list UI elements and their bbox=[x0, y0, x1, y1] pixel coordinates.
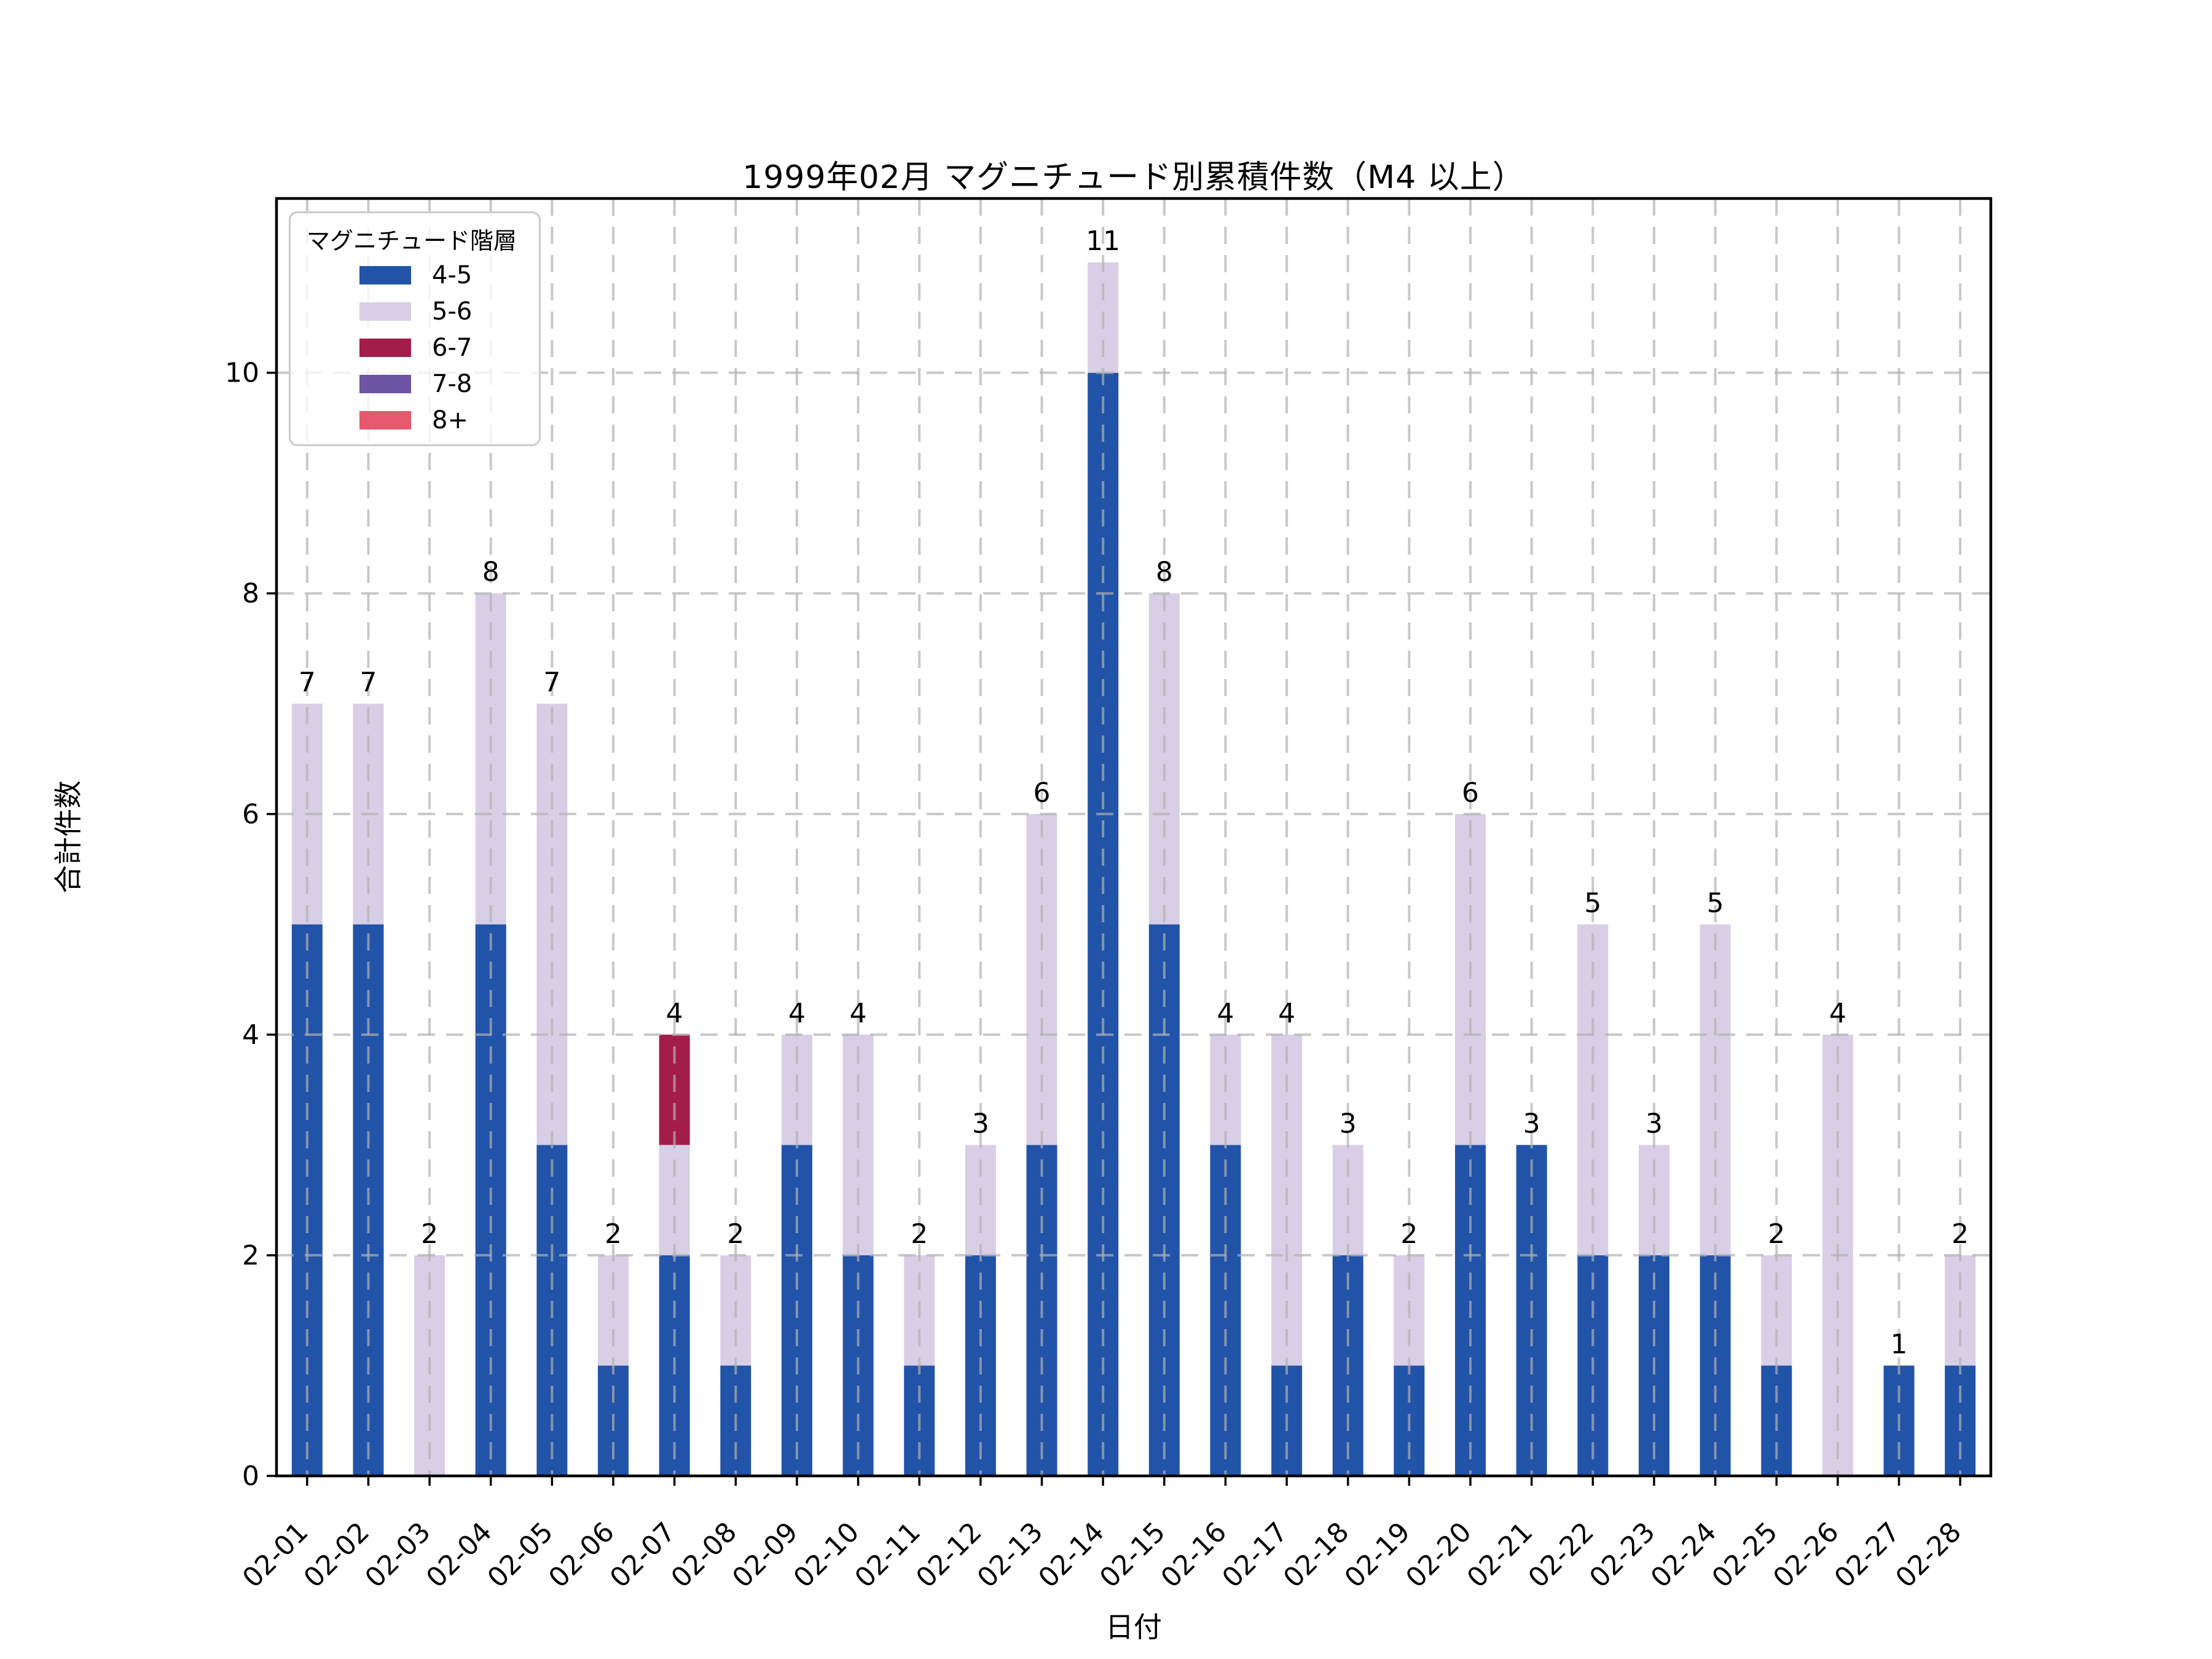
value-label: 4 bbox=[1217, 998, 1234, 1029]
value-label: 6 bbox=[1033, 777, 1051, 809]
x-tick-label: 02-24 bbox=[1645, 1516, 1722, 1594]
x-tick-label: 02-11 bbox=[849, 1516, 927, 1594]
legend-item-label: 5-6 bbox=[432, 297, 473, 326]
legend-item-label: 8+ bbox=[432, 406, 468, 434]
x-tick-label: 02-12 bbox=[910, 1516, 987, 1594]
value-label: 2 bbox=[911, 1218, 928, 1250]
value-label: 2 bbox=[1768, 1218, 1785, 1250]
x-tick-label: 02-04 bbox=[420, 1516, 498, 1594]
value-label: 7 bbox=[299, 667, 316, 698]
chart-title: 1999年02月 マグニチュード別累積件数（M4 以上） bbox=[742, 159, 1525, 196]
x-tick-label: 02-23 bbox=[1583, 1516, 1661, 1594]
y-axis-label: 合計件数 bbox=[52, 780, 85, 893]
legend: マグニチュード階層 4-5 5-6 6-7 7-8 8+ bbox=[289, 211, 541, 446]
legend-item-label: 7-8 bbox=[432, 369, 473, 398]
value-label: 2 bbox=[421, 1218, 438, 1250]
x-tick-label: 02-15 bbox=[1094, 1516, 1171, 1594]
x-tick-label: 02-02 bbox=[298, 1516, 375, 1594]
y-tick-label: 10 bbox=[225, 358, 259, 389]
value-label: 2 bbox=[605, 1218, 622, 1250]
x-tick-label: 02-20 bbox=[1400, 1516, 1477, 1594]
value-label: 5 bbox=[1584, 887, 1601, 919]
x-tick-label: 02-17 bbox=[1216, 1516, 1293, 1594]
legend-swatch bbox=[359, 410, 411, 429]
value-label: 8 bbox=[482, 557, 500, 588]
x-axis-label: 日付 bbox=[1105, 1610, 1162, 1644]
x-tick-label: 02-01 bbox=[237, 1516, 314, 1594]
value-label: 3 bbox=[1339, 1108, 1357, 1139]
bar-segment bbox=[1088, 372, 1119, 1476]
value-label: 4 bbox=[1829, 998, 1846, 1029]
legend-item: 4-5 bbox=[359, 257, 539, 293]
legend-item-label: 6-7 bbox=[432, 333, 473, 362]
x-tick-label: 02-09 bbox=[726, 1516, 804, 1594]
legend-item: 6-7 bbox=[359, 329, 539, 366]
x-tick-label: 02-21 bbox=[1461, 1516, 1539, 1594]
x-tick-label: 02-26 bbox=[1767, 1516, 1845, 1594]
y-tick-label: 8 bbox=[242, 578, 259, 610]
x-tick-label: 02-14 bbox=[1032, 1516, 1110, 1594]
x-tick-label: 02-22 bbox=[1523, 1516, 1600, 1594]
value-label: 1 bbox=[1891, 1328, 1908, 1360]
x-tick-label: 02-05 bbox=[482, 1516, 559, 1594]
value-label: 3 bbox=[972, 1108, 989, 1139]
value-label: 7 bbox=[359, 667, 377, 698]
x-tick-label: 02-27 bbox=[1829, 1516, 1906, 1594]
legend-swatch bbox=[359, 265, 411, 284]
axis-spine bbox=[275, 197, 1993, 1478]
y-tick-label: 6 bbox=[242, 799, 259, 830]
value-label: 4 bbox=[1278, 998, 1295, 1029]
legend-title: マグニチュード階層 bbox=[307, 227, 517, 254]
bar-segment bbox=[475, 593, 506, 925]
value-label: 4 bbox=[666, 998, 683, 1029]
x-tick-label: 02-08 bbox=[665, 1516, 743, 1594]
legend-swatch bbox=[359, 338, 411, 357]
value-label: 2 bbox=[727, 1218, 744, 1250]
x-tick-label: 02-28 bbox=[1889, 1516, 1967, 1594]
legend-swatch bbox=[359, 302, 411, 321]
x-tick-label: 02-07 bbox=[604, 1516, 681, 1594]
legend-items: 4-5 5-6 6-7 7-8 8+ bbox=[291, 257, 539, 438]
x-tick-label: 02-18 bbox=[1277, 1516, 1355, 1594]
x-tick-label: 02-19 bbox=[1339, 1516, 1416, 1594]
value-label: 8 bbox=[1156, 557, 1173, 588]
value-label: 2 bbox=[1951, 1218, 1969, 1250]
legend-item: 8+ bbox=[359, 402, 539, 438]
x-tick-label: 02-03 bbox=[359, 1516, 436, 1594]
value-label: 5 bbox=[1707, 887, 1724, 919]
legend-swatch bbox=[359, 374, 411, 393]
value-label: 7 bbox=[543, 667, 560, 698]
legend-item-label: 4-5 bbox=[432, 261, 473, 289]
value-label: 4 bbox=[788, 998, 806, 1029]
x-tick-label: 02-06 bbox=[543, 1516, 620, 1594]
value-label: 6 bbox=[1462, 777, 1479, 809]
x-tick-label: 02-13 bbox=[971, 1516, 1049, 1594]
x-tick-label: 02-16 bbox=[1155, 1516, 1233, 1594]
value-label: 11 bbox=[1086, 226, 1120, 257]
x-tick-label: 02-25 bbox=[1706, 1516, 1784, 1594]
bar-segment bbox=[1148, 593, 1180, 925]
x-tick-label: 02-10 bbox=[788, 1516, 865, 1594]
value-label: 3 bbox=[1523, 1108, 1540, 1139]
y-tick-label: 4 bbox=[242, 1019, 259, 1051]
value-label: 4 bbox=[850, 998, 867, 1029]
value-label: 2 bbox=[1400, 1218, 1418, 1250]
value-label: 3 bbox=[1645, 1108, 1663, 1139]
legend-item: 7-8 bbox=[359, 366, 539, 402]
y-tick-label: 0 bbox=[242, 1461, 259, 1492]
y-tick-label: 2 bbox=[242, 1240, 259, 1271]
legend-item: 5-6 bbox=[359, 293, 539, 329]
